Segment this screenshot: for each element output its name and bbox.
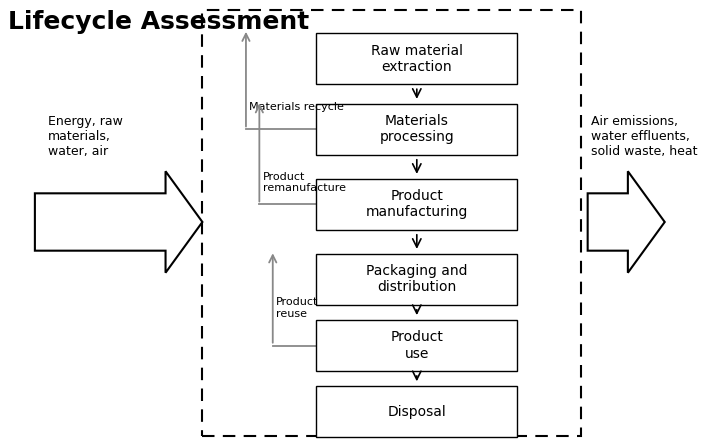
Text: Product
manufacturing: Product manufacturing [366,189,468,219]
Text: Product
use: Product use [391,330,443,361]
Bar [317,179,518,230]
Bar [202,10,581,436]
Text: Air emissions,
water effluents,
solid waste, heat: Air emissions, water effluents, solid wa… [591,115,697,158]
Text: Disposal: Disposal [387,405,446,419]
Bar [317,386,518,437]
Text: Packaging and
distribution: Packaging and distribution [366,264,468,294]
Bar [317,320,518,371]
Text: Materials recycle: Materials recycle [250,102,344,112]
Bar [317,104,518,155]
Text: Energy, raw
materials,
water, air: Energy, raw materials, water, air [48,115,123,158]
Text: Materials
processing: Materials processing [379,114,454,144]
Text: Lifecycle Assessment: Lifecycle Assessment [8,10,309,34]
Bar [317,254,518,305]
Text: Raw material
extraction: Raw material extraction [371,44,463,74]
FancyArrow shape [588,171,665,273]
Text: Product
remanufacture: Product remanufacture [262,172,346,193]
Bar [317,33,518,84]
Text: Product
reuse: Product reuse [276,297,319,319]
FancyArrow shape [35,171,202,273]
